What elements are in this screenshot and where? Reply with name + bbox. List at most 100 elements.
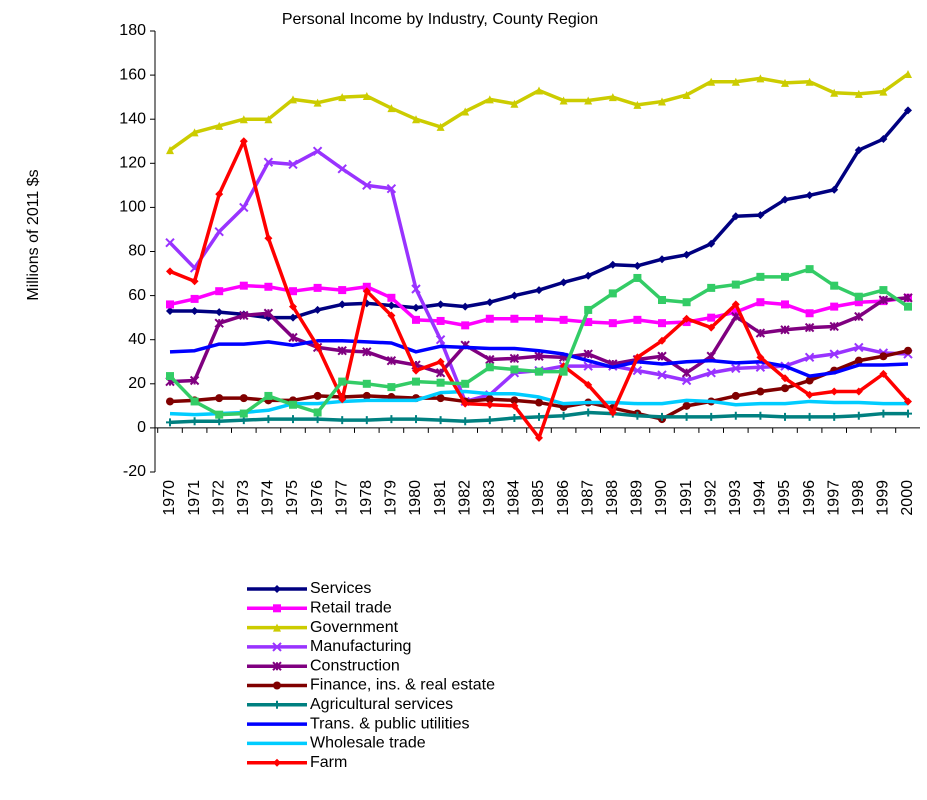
marker (756, 74, 765, 83)
marker (166, 418, 174, 427)
marker (337, 164, 347, 174)
marker (461, 399, 470, 408)
marker (608, 319, 617, 328)
marker (215, 287, 224, 296)
marker (781, 272, 789, 281)
marker (707, 283, 716, 292)
x-tick-label: 1994 (752, 480, 769, 516)
marker (165, 237, 175, 248)
marker (189, 375, 200, 386)
marker (289, 287, 297, 296)
marker (190, 397, 199, 406)
x-tick-label: 1989 (629, 480, 646, 516)
y-axis-label: Millions of 2011 $s (25, 169, 42, 300)
marker (436, 394, 445, 403)
marker (190, 417, 199, 426)
x-tick-label: 1973 (235, 480, 252, 516)
marker (485, 95, 494, 104)
marker (190, 294, 199, 303)
x-tick-label: 1979 (383, 480, 400, 516)
marker (854, 146, 863, 155)
marker (239, 202, 249, 213)
marker (386, 355, 397, 366)
marker (682, 250, 691, 259)
marker (830, 412, 839, 421)
x-tick-label: 1995 (776, 480, 793, 516)
marker (436, 300, 445, 309)
marker (386, 183, 397, 194)
marker (338, 300, 347, 309)
marker (904, 69, 912, 78)
marker (436, 122, 445, 131)
marker (559, 367, 568, 376)
y-tick-label: 60 (128, 287, 146, 304)
marker (756, 387, 765, 396)
marker (313, 391, 322, 400)
marker (755, 362, 766, 372)
marker (904, 302, 912, 311)
marker (510, 99, 519, 108)
x-tick-label: 1987 (579, 480, 596, 516)
marker (412, 415, 420, 424)
marker (781, 374, 789, 383)
marker (731, 308, 740, 317)
marker (273, 681, 281, 690)
series (166, 69, 912, 155)
x-tick-label: 2000 (899, 480, 916, 516)
marker (338, 286, 347, 295)
marker (338, 93, 347, 102)
marker (658, 412, 666, 421)
marker (264, 415, 273, 424)
marker (904, 409, 912, 418)
marker (412, 303, 420, 312)
marker (288, 332, 298, 343)
marker (534, 351, 544, 361)
marker (681, 368, 692, 378)
marker (436, 357, 445, 366)
x-tick-label: 1997 (825, 480, 842, 516)
marker (166, 300, 174, 309)
marker (485, 314, 494, 323)
marker (583, 361, 593, 371)
marker (755, 328, 766, 338)
marker (387, 293, 396, 302)
marker (272, 661, 282, 671)
x-tick-label: 1977 (333, 480, 350, 516)
chart-title: Personal Income by Industry, County Regi… (282, 11, 598, 28)
marker (362, 391, 371, 400)
marker (510, 413, 519, 422)
marker (584, 318, 593, 327)
marker (706, 368, 716, 378)
marker (682, 412, 691, 421)
marker (435, 368, 446, 378)
legend-label: Farm (310, 754, 347, 771)
x-tick-label: 1986 (555, 480, 572, 516)
marker (879, 409, 888, 418)
marker (633, 261, 642, 270)
marker (854, 311, 864, 322)
marker (461, 379, 470, 388)
marker (239, 281, 248, 290)
marker (215, 190, 224, 199)
marker (273, 700, 281, 709)
marker (658, 336, 666, 345)
marker (781, 78, 789, 87)
marker (608, 408, 617, 417)
marker (854, 298, 863, 307)
marker (535, 86, 543, 95)
marker (633, 411, 642, 420)
marker (362, 282, 371, 291)
marker (338, 416, 347, 425)
y-tick-label: 180 (119, 22, 146, 39)
series (166, 137, 912, 442)
marker (854, 89, 863, 98)
marker (854, 387, 863, 396)
x-tick-label: 1992 (702, 480, 719, 516)
marker (657, 351, 667, 361)
x-tick-label: 1975 (284, 480, 301, 516)
marker (362, 347, 372, 357)
legend-label: Services (310, 580, 371, 597)
marker (313, 283, 322, 292)
x-tick-label: 1974 (260, 480, 277, 516)
marker (190, 277, 199, 286)
